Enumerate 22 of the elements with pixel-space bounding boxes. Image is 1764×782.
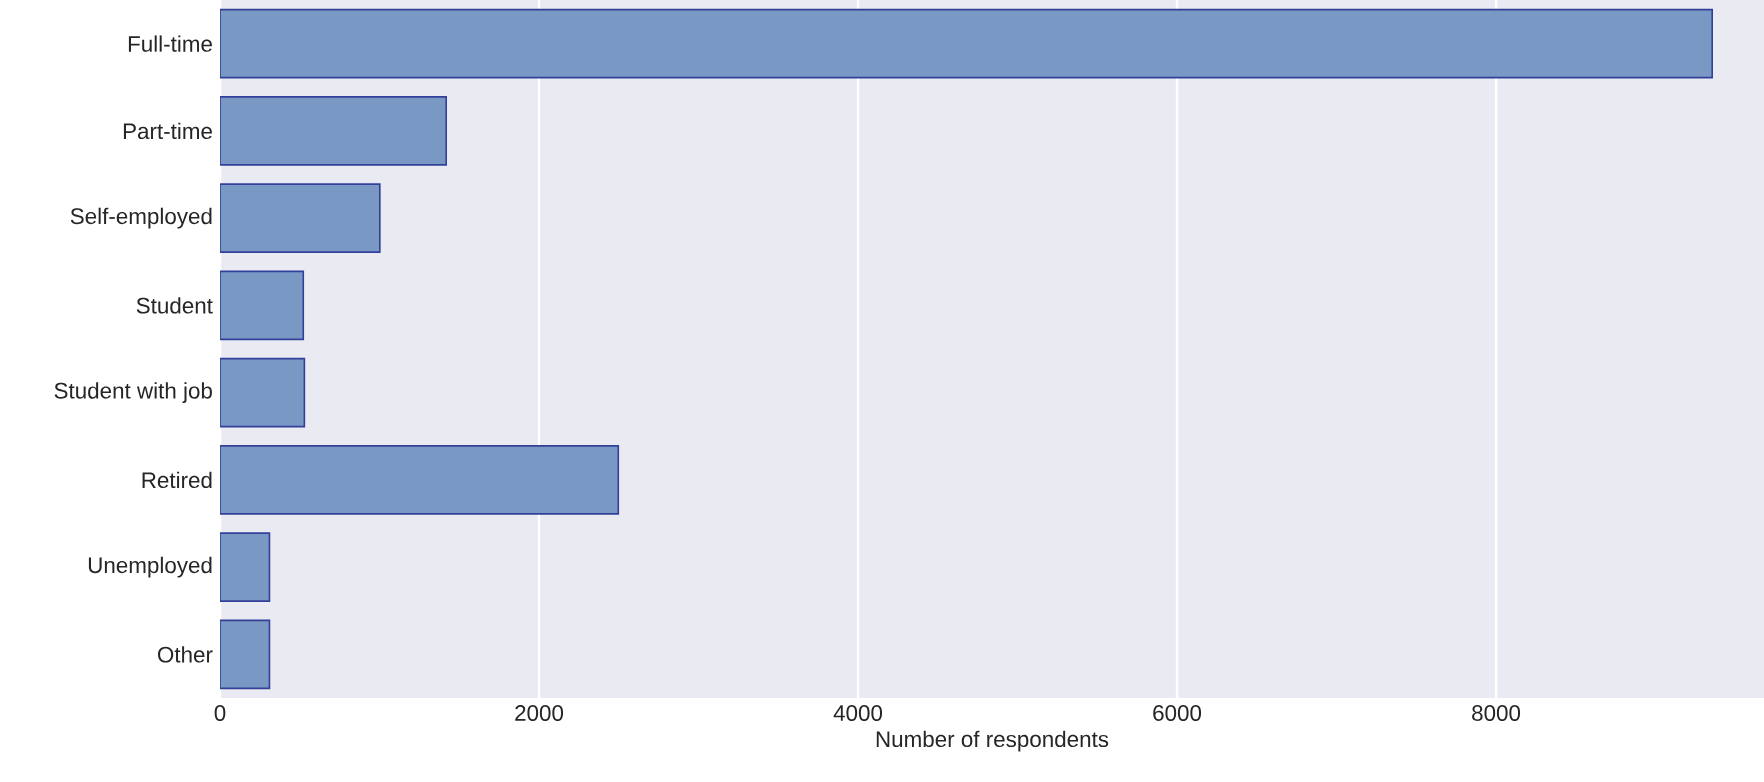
x-tick-label: 8000 (1472, 705, 1521, 721)
y-tick-label: Full-time (128, 35, 212, 52)
bar (220, 270, 305, 341)
x-tick-label: 2000 (515, 705, 564, 721)
bar (220, 183, 381, 253)
y-tick-label: Unemployed (88, 556, 212, 578)
x-tick-label: 0 (214, 705, 226, 721)
y-tick-label: Self-employed (70, 207, 212, 229)
x-tick-label: 4000 (833, 705, 883, 721)
bar (220, 96, 447, 166)
bar (220, 357, 306, 428)
y-tick-label: Retired (142, 471, 212, 489)
x-tick-label: 6000 (1153, 705, 1202, 721)
bar (220, 619, 271, 690)
bar (220, 532, 271, 602)
y-tick-label: Student (136, 297, 213, 314)
bar (220, 445, 620, 515)
y-tick-label: Part-time (123, 122, 212, 140)
bar (220, 8, 1713, 79)
y-tick-label: Other (157, 646, 213, 663)
x-axis-title: Number of respondents (876, 730, 1109, 752)
y-tick-label: Student with job (54, 382, 212, 404)
